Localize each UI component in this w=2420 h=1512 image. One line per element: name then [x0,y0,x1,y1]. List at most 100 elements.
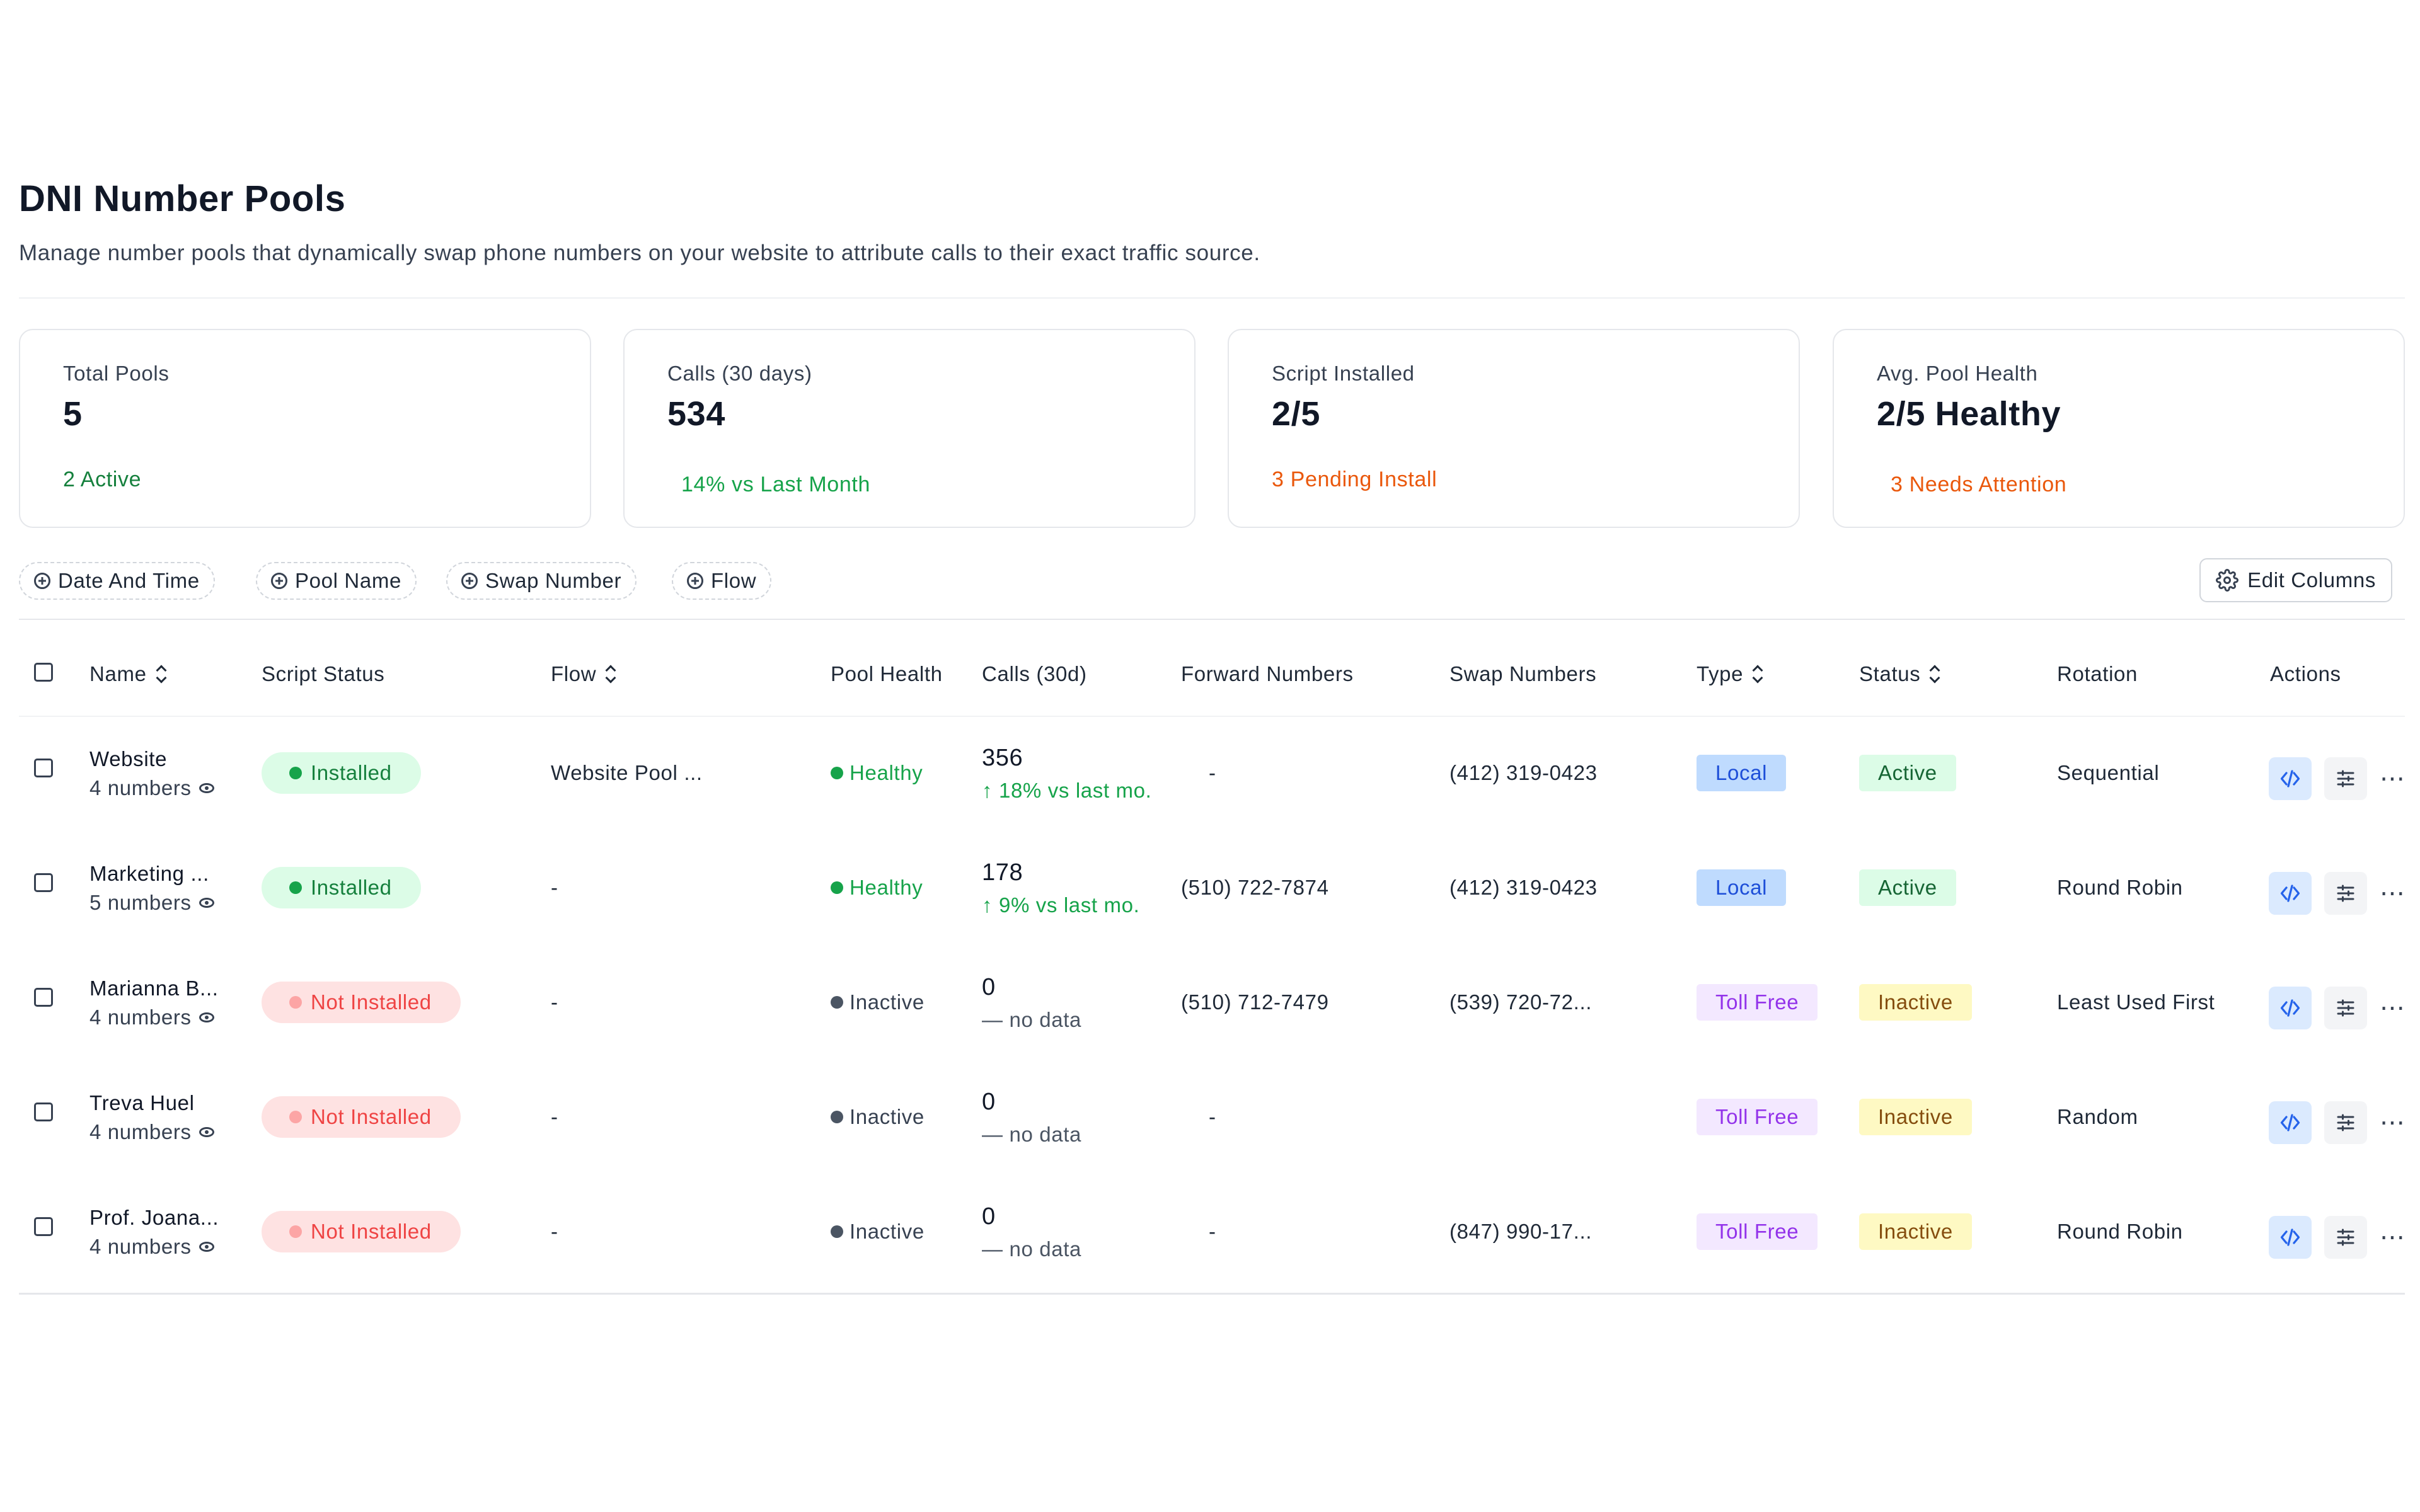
column-header-label: Calls (30d) [982,662,1087,685]
column-header-flow[interactable]: Flow [551,649,615,699]
table-bottom-border [19,1293,2405,1295]
sort-icon [605,663,615,685]
pool-numbers-count[interactable]: 4 numbers [89,1120,214,1144]
type-badge: Toll Free [1697,1213,1818,1250]
status-dot [289,996,302,1009]
calls-trend: ↑ 18% vs last mo. [982,779,1152,802]
divider [19,716,2405,717]
filter-chip-date-and-time[interactable]: Date And Time [19,562,215,600]
column-header-name[interactable]: Name [89,649,166,699]
select-all-checkbox[interactable] [34,663,53,682]
settings-button[interactable] [2324,1216,2367,1259]
card-subtext: 14% vs Last Month [681,472,871,496]
divider [19,297,2405,299]
calls-count: 0 [982,974,996,1000]
row-checkbox[interactable] [34,988,53,1007]
pool-health: Inactive [831,1105,925,1129]
code-button[interactable] [2269,872,2312,915]
column-header-type[interactable]: Type [1697,649,1762,699]
pool-name[interactable]: Marianna B... [89,976,219,1000]
column-header-forward-numbers: Forward Numbers [1181,649,1354,699]
settings-button[interactable] [2324,987,2367,1029]
more-horizontal-icon[interactable]: ⋯ [2380,1109,2405,1137]
eye-icon[interactable] [199,783,214,793]
status-badge: Inactive [1859,1099,1972,1135]
pool-health-label: Inactive [850,1220,925,1243]
more-horizontal-icon[interactable]: ⋯ [2380,1223,2405,1251]
code-button[interactable] [2269,1101,2312,1144]
type-badge: Local [1697,755,1787,791]
pool-numbers-count[interactable]: 4 numbers [89,1005,214,1029]
filter-chip-swap-number[interactable]: Swap Number [446,562,637,600]
table-row[interactable]: Website 4 numbers Installed Website Pool… [19,717,2405,833]
table-header: Name Script Status Flow Pool Health Call… [19,649,2405,699]
plus-circle-icon [461,573,478,589]
flow-cell[interactable]: Website Pool ... [551,761,703,784]
code-button[interactable] [2269,987,2312,1029]
eye-icon[interactable] [199,1012,214,1022]
sort-icon [1752,663,1762,685]
plus-circle-icon [34,573,50,589]
pool-name[interactable]: Website [89,747,168,770]
table-row[interactable]: Treva Huel 4 numbers Not Installed - Ina… [19,1061,2405,1177]
code-button[interactable] [2269,757,2312,800]
rotation-cell: Random [2057,1105,2138,1128]
script-status-label: Not Installed [311,1220,432,1243]
table-row[interactable]: Prof. Joana... 4 numbers Not Installed -… [19,1176,2405,1292]
settings-button[interactable] [2324,1101,2367,1144]
column-header-label: Type [1697,662,1744,685]
column-header-label: Flow [551,662,597,685]
column-header-label: Pool Health [831,662,943,685]
pool-numbers-count[interactable]: 4 numbers [89,776,214,800]
sort-icon [1929,663,1939,685]
column-header-label: Rotation [2057,662,2138,685]
pool-numbers-label: 4 numbers [89,1120,192,1143]
eye-icon[interactable] [199,1242,214,1252]
eye-icon[interactable] [199,1127,214,1137]
health-dot [831,1225,843,1238]
table-row[interactable]: Marianna B... 4 numbers Not Installed - … [19,946,2405,1062]
filter-chip-pool-name[interactable]: Pool Name [256,562,417,600]
flow-cell[interactable]: - [551,990,558,1014]
code-button[interactable] [2269,1216,2312,1259]
settings-button[interactable] [2324,872,2367,915]
card-label: Avg. Pool Health [1877,362,2038,385]
flow-cell[interactable]: - [551,876,558,899]
column-header-actions: Actions [2270,649,2341,699]
column-header-status[interactable]: Status [1859,649,1939,699]
row-checkbox[interactable] [34,1102,53,1121]
calls-count: 356 [982,745,1023,771]
code-icon [2280,885,2300,902]
card-value: 2/5 Healthy [1877,395,2061,433]
card-value: 5 [63,395,83,433]
flow-cell[interactable]: - [551,1105,558,1128]
pool-name[interactable]: Treva Huel [89,1091,195,1114]
forward-numbers-cell: (510) 722-7874 [1181,876,1329,899]
pool-numbers-count[interactable]: 5 numbers [89,891,214,915]
script-status-label: Not Installed [311,1105,432,1128]
calls-trend: — no data [982,1123,1082,1146]
script-status-badge: Installed [262,867,421,908]
more-horizontal-icon[interactable]: ⋯ [2380,765,2405,793]
sort-icon [156,663,166,685]
row-checkbox[interactable] [34,1217,53,1236]
edit-columns-button[interactable]: Edit Columns [2199,558,2392,602]
pool-name[interactable]: Prof. Joana... [89,1206,219,1229]
script-status-badge: Not Installed [262,982,461,1023]
column-header-label: Script Status [262,662,385,685]
filter-chip-flow[interactable]: Flow [672,562,772,600]
sliders-icon [2337,885,2354,902]
table-row[interactable]: Marketing ... 5 numbers Installed - Heal… [19,832,2405,948]
flow-cell[interactable]: - [551,1220,558,1243]
pool-numbers-count[interactable]: 4 numbers [89,1235,214,1259]
row-checkbox[interactable] [34,759,53,777]
column-header-label: Status [1859,662,1921,685]
more-horizontal-icon[interactable]: ⋯ [2380,994,2405,1022]
pool-name[interactable]: Marketing ... [89,862,209,885]
eye-icon[interactable] [199,898,214,908]
script-status-label: Installed [311,761,392,784]
settings-button[interactable] [2324,757,2367,800]
more-horizontal-icon[interactable]: ⋯ [2380,879,2405,907]
forward-numbers-cell: - [1209,761,1216,784]
row-checkbox[interactable] [34,873,53,892]
